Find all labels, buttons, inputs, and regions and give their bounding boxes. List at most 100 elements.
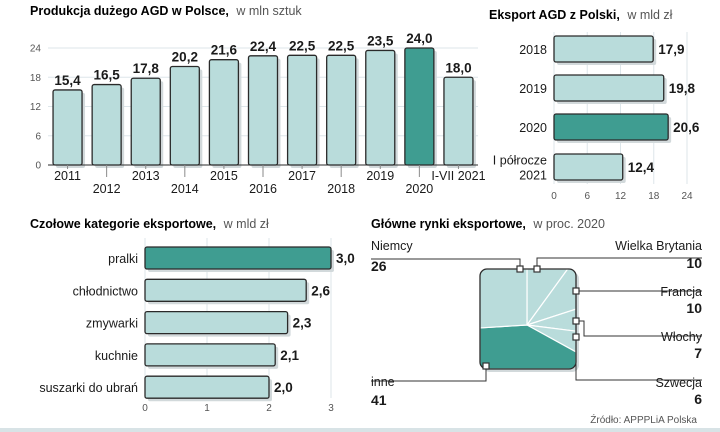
market-name: Wielka Brytania <box>615 239 702 253</box>
bar-2015 <box>208 59 242 169</box>
bar-i-półrocze-2021 <box>553 153 626 183</box>
bar-body <box>169 65 200 166</box>
slice-francja <box>525 269 576 327</box>
y-tick-label: 18 <box>30 73 42 84</box>
market-value: 41 <box>371 392 387 408</box>
bar-2016 <box>247 55 281 168</box>
slice-label-niemcy: Niemcy 26 <box>371 239 524 274</box>
export-title-unit: w mld zł <box>626 8 672 22</box>
y-tick-label: 12 <box>30 102 42 113</box>
bar-body <box>553 35 654 63</box>
bar-body <box>208 59 240 166</box>
x-tick-label: 2018 <box>327 182 355 196</box>
market-name: inne <box>371 375 395 389</box>
bar-2012 <box>91 83 125 168</box>
bar-2014 <box>169 65 203 168</box>
bar-body <box>286 54 318 166</box>
markets-title-unit: w proc. 2020 <box>532 217 605 231</box>
leader-marker <box>572 317 580 325</box>
x-tick-label: 6 <box>584 191 590 202</box>
export-title: Eksport AGD z Polski, w mld zł <box>489 8 673 22</box>
bar-2018 <box>553 35 657 65</box>
bar-2019 <box>553 74 667 104</box>
bar-body <box>91 83 122 166</box>
bar-body <box>365 49 396 166</box>
bar-2020 <box>553 113 672 143</box>
value-label: 22,5 <box>328 38 355 53</box>
x-tick-label: 2013 <box>132 169 160 183</box>
bar-body <box>404 47 435 166</box>
leader-line <box>575 337 702 381</box>
leader-marker <box>533 265 541 273</box>
leader-line <box>576 320 702 337</box>
bar-body <box>144 375 270 399</box>
bar-body <box>553 74 665 102</box>
value-label: 24,0 <box>406 31 432 46</box>
market-value: 10 <box>686 255 702 271</box>
bar-body <box>247 55 279 166</box>
categories-title-main: Czołowe kategorie eksportowe, <box>30 217 216 231</box>
bar-body <box>326 54 357 166</box>
value-label: 2,3 <box>293 316 312 331</box>
value-label: 20,2 <box>172 50 198 65</box>
value-label: 17,9 <box>658 42 684 57</box>
x-tick-label: 0 <box>142 403 148 414</box>
value-label: 22,5 <box>289 38 316 53</box>
y-tick-label: 6 <box>35 131 41 142</box>
value-label: 16,5 <box>93 68 120 83</box>
bar-kuchnie <box>144 343 279 369</box>
category-label: kuchnie <box>95 349 138 363</box>
market-name: Niemcy <box>371 239 413 253</box>
leader-line <box>371 258 521 269</box>
bar-2019 <box>365 49 398 168</box>
x-tick-label: I-VII 2021 <box>431 169 485 183</box>
bar-body <box>553 113 669 141</box>
leader-marker <box>516 265 524 273</box>
value-label: 21,6 <box>211 43 238 58</box>
bar-body <box>443 76 474 166</box>
categories-title: Czołowe kategorie eksportowe, w mld zł <box>30 217 269 231</box>
market-name: Szwecja <box>655 376 702 390</box>
slice-inne <box>480 324 576 369</box>
value-label: 2,1 <box>280 348 299 363</box>
leader-marker <box>482 362 490 370</box>
x-tick-label: 2 <box>266 403 272 414</box>
leader-marker <box>572 333 580 341</box>
x-tick-label: 2020 <box>405 182 433 196</box>
value-label: 22,4 <box>250 39 277 54</box>
x-tick-label: 2011 <box>54 169 81 183</box>
bar-suszarki-do-ubrań <box>144 375 272 402</box>
slice-włochy <box>526 308 576 332</box>
slice-niemcy <box>480 269 528 329</box>
markets-title: Główne rynki eksportowe, w proc. 2020 <box>371 217 605 231</box>
category-label: suszarki do ubrań <box>39 381 138 395</box>
value-label: 3,0 <box>336 251 355 266</box>
category-label: pralki <box>108 252 138 266</box>
slice-label-wielka-brytania: Wielka Brytania 10 <box>533 239 702 273</box>
production-title: Produkcja dużego AGD w Polsce, w mln szt… <box>30 4 302 18</box>
market-name: Francja <box>660 285 702 299</box>
category-label: 2021 <box>519 169 547 183</box>
x-tick-label: 12 <box>615 191 627 202</box>
y-tick-label: 0 <box>35 161 41 172</box>
market-value: 7 <box>694 345 702 361</box>
value-label: 12,4 <box>628 160 655 175</box>
value-label: 18,0 <box>445 60 471 75</box>
category-label: chłodnictwo <box>73 284 138 298</box>
x-tick-label: 2017 <box>288 169 316 183</box>
value-label: 2,6 <box>311 283 330 298</box>
x-tick-label: 2019 <box>366 169 394 183</box>
value-label: 15,4 <box>54 73 81 88</box>
x-tick-label: 1 <box>204 403 210 414</box>
production-title-unit: w mln sztuk <box>235 4 302 18</box>
categories-chart: Czołowe kategorie eksportowe, w mld zł 0… <box>30 217 355 414</box>
category-label: 2018 <box>519 43 547 57</box>
bar-2020 <box>404 47 437 168</box>
category-label: I półrocze <box>493 154 547 168</box>
slice-label-inne: inne 41 <box>371 362 490 408</box>
value-label: 20,6 <box>673 120 700 135</box>
bar-body <box>144 278 307 302</box>
